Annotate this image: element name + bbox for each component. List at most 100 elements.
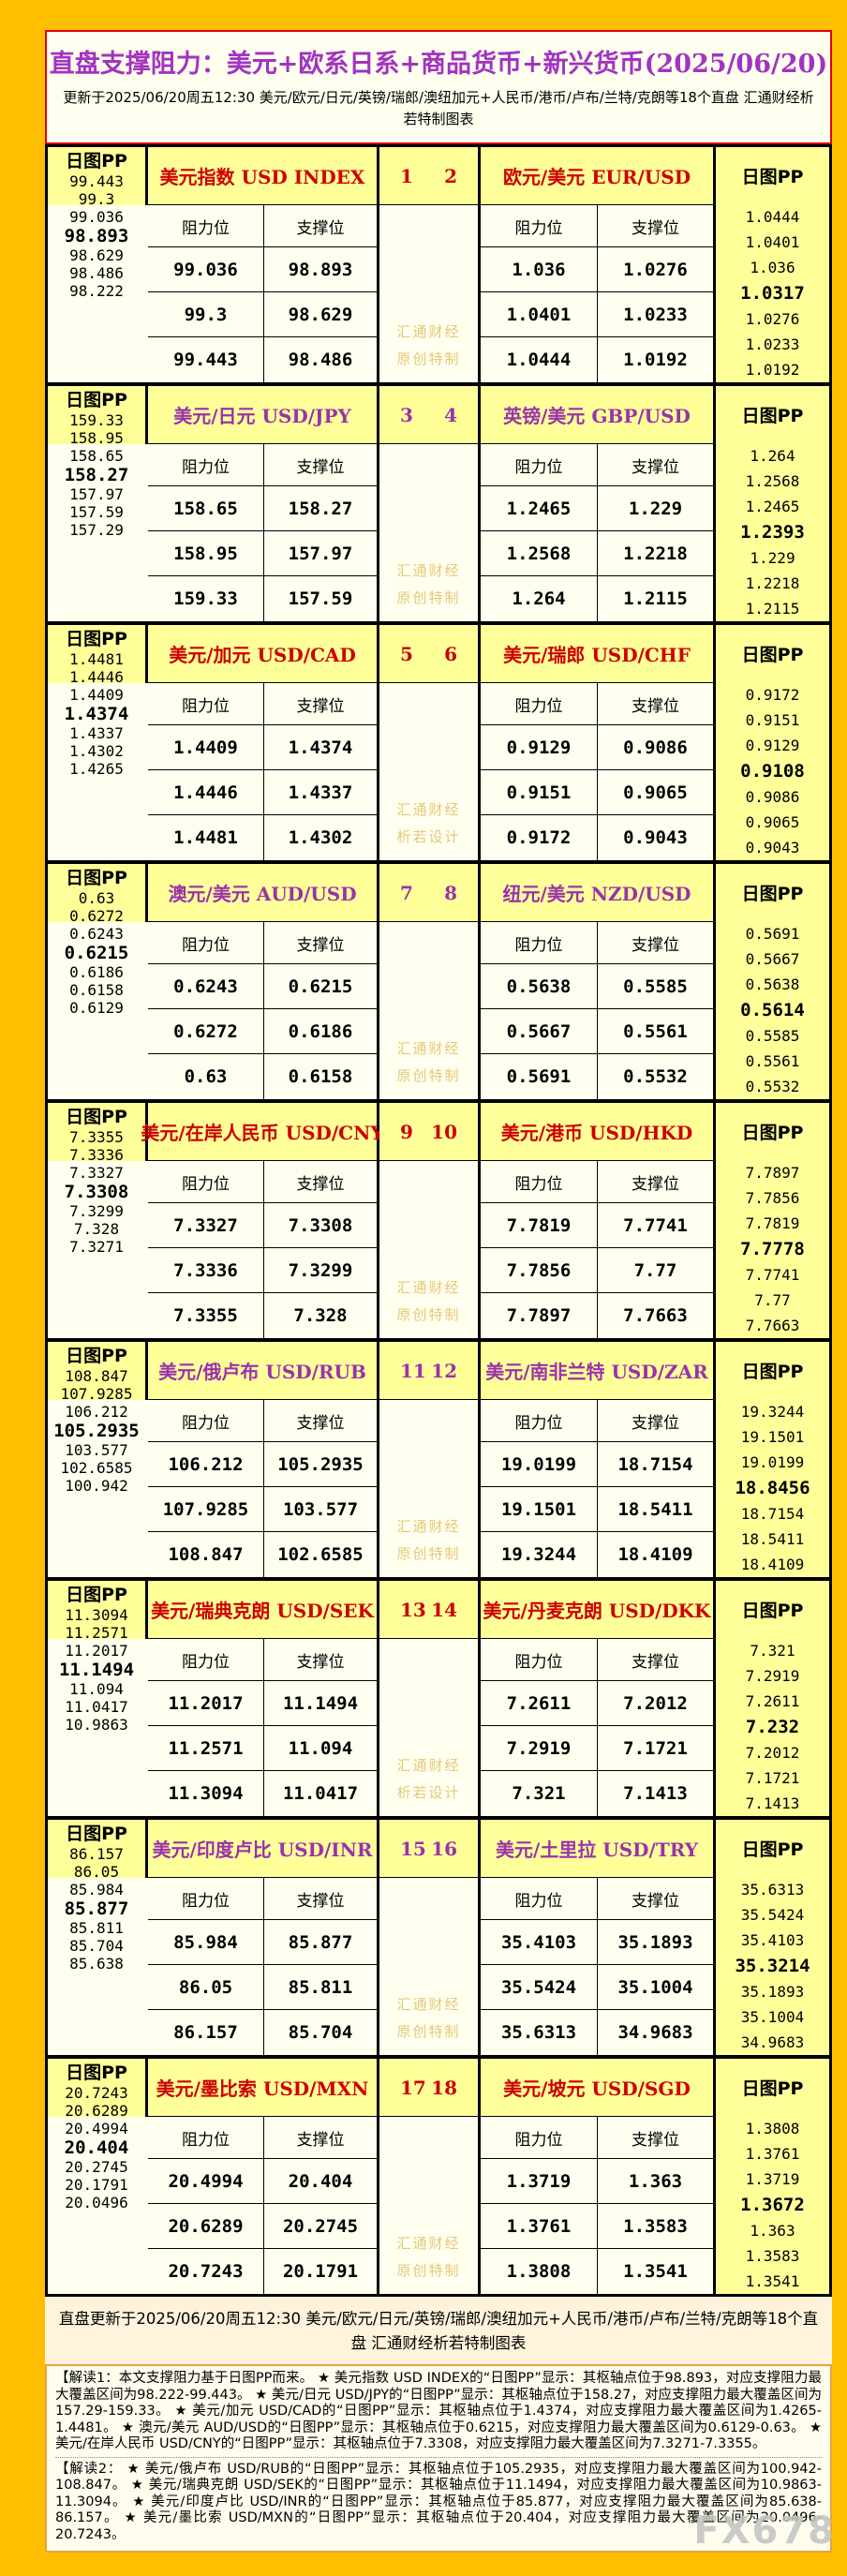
pp-value: 157.29 xyxy=(69,521,124,539)
brand-watermark-line2: 原创特制 xyxy=(396,2022,461,2040)
support-header-left: 支撑位 xyxy=(264,1639,379,1681)
pp-values: 35.6313 35.5424 35.4103 35.3214 35.1893 … xyxy=(716,1877,829,2055)
brand-watermark-line2: 析若设计 xyxy=(396,1783,461,1801)
title-box: 直盘支撑阻力：美元+欧系日系+商品货币+新兴货币(2025/06/20) 更新于… xyxy=(45,30,832,144)
resistance-value: 35.6313 xyxy=(481,2010,598,2055)
resistance-value: 107.9285 xyxy=(148,1487,264,1532)
page-title: 直盘支撑阻力：美元+欧系日系+商品货币+新兴货币(2025/06/20) xyxy=(49,50,828,79)
pair-title-right: 美元/瑞郎 USD/CHF xyxy=(481,625,716,683)
currency-block: 日图PP 86.157 86.05 85.984 85.877 85.811 8… xyxy=(48,1820,829,2059)
brand-watermark-line1: 汇通财经 xyxy=(396,1039,461,1057)
resistance-value: 1.0444 xyxy=(481,337,598,382)
pp-column-right: 日图PP 1.3808 1.3761 1.3719 1.3672 1.363 1… xyxy=(716,2059,829,2294)
pp-column-right: 日图PP 35.6313 35.5424 35.4103 35.3214 35.… xyxy=(716,1820,829,2055)
resistance-value: 0.63 xyxy=(148,1054,264,1099)
note-2: 【解读2： ★ 美元/俄卢布 USD/RUB的“日图PP”显示：其枢轴点位于10… xyxy=(55,2461,822,2542)
support-value: 0.6186 xyxy=(264,1009,379,1054)
pp-label: 日图PP xyxy=(741,884,804,904)
pp-pivot-value: 35.3214 xyxy=(735,1955,810,1976)
support-value: 102.6585 xyxy=(264,1532,379,1577)
support-value: 20.404 xyxy=(264,2159,379,2204)
pp-value: 1.4337 xyxy=(69,724,124,742)
support-value: 1.4302 xyxy=(264,815,379,860)
pp-value: 7.7819 xyxy=(745,1214,800,1233)
resistance-value: 1.036 xyxy=(481,247,598,292)
pair-title-left: 美元/墨比索 USD/MXN xyxy=(148,2059,379,2117)
pp-values: 108.847 107.9285 106.212 105.2935 103.57… xyxy=(48,1367,145,1495)
sequence-number-right: 18 xyxy=(431,2076,457,2099)
pp-value: 7.3299 xyxy=(69,1202,124,1220)
resistance-value: 35.4103 xyxy=(481,1920,598,1965)
resistance-value: 7.7856 xyxy=(481,1248,598,1293)
pp-label: 日图PP xyxy=(741,2078,804,2099)
brand-watermark-line2: 原创特制 xyxy=(396,1066,461,1084)
pp-values: 11.3094 11.2571 11.2017 11.1494 11.094 1… xyxy=(48,1606,145,1734)
support-value: 11.1494 xyxy=(264,1681,379,1726)
sequence-number-right: 10 xyxy=(431,1120,457,1143)
pp-value: 11.0417 xyxy=(65,1698,128,1716)
pair-title-left: 美元/印度卢比 USD/INR xyxy=(148,1820,379,1878)
resistance-header-right: 阻力位 xyxy=(481,1878,598,1920)
pp-pivot-value: 1.0317 xyxy=(740,282,805,304)
pp-values: 1.264 1.2568 1.2465 1.2393 1.229 1.2218 … xyxy=(716,443,829,621)
resistance-value: 7.2611 xyxy=(481,1681,598,1726)
pp-value: 102.6585 xyxy=(60,1459,133,1477)
support-value: 158.27 xyxy=(264,486,379,531)
brand-watermark-line1: 汇通财经 xyxy=(396,561,461,579)
pp-pivot-value: 1.4374 xyxy=(64,704,129,724)
pp-value: 7.3271 xyxy=(69,1238,124,1256)
pp-value: 35.1893 xyxy=(740,1982,805,2001)
support-header-right: 支撑位 xyxy=(598,1400,716,1442)
support-value: 85.877 xyxy=(264,1920,379,1965)
pp-value: 7.2012 xyxy=(745,1743,800,1762)
pp-value: 1.229 xyxy=(750,548,795,567)
pp-value: 0.6186 xyxy=(69,963,124,981)
sequence-number-right: 8 xyxy=(444,881,457,904)
resistance-value: 20.7243 xyxy=(148,2249,264,2294)
pp-value: 7.7897 xyxy=(745,1164,800,1183)
resistance-value: 1.2568 xyxy=(481,531,598,576)
pp-value: 1.4302 xyxy=(69,742,124,760)
pp-value: 35.6313 xyxy=(740,1881,805,1899)
pp-value: 1.4409 xyxy=(69,686,124,704)
support-value: 1.3541 xyxy=(598,2249,716,2294)
support-value: 1.0233 xyxy=(598,292,716,337)
sequence-numbers: 17 18 xyxy=(379,2059,481,2117)
pp-value: 1.2568 xyxy=(745,472,800,491)
pp-column-left: 日图PP 0.63 0.6272 0.6243 0.6215 0.6186 0.… xyxy=(48,864,148,1017)
pp-value: 0.6129 xyxy=(69,999,124,1017)
pp-value: 85.638 xyxy=(69,1955,124,1973)
sequence-numbers: 11 12 xyxy=(379,1342,481,1400)
brand-watermark-line2: 原创特制 xyxy=(396,588,461,606)
support-value: 85.704 xyxy=(264,2010,379,2055)
support-header-right: 支撑位 xyxy=(598,683,716,725)
brand-watermark-line1: 汇通财经 xyxy=(396,1517,461,1535)
support-header-right: 支撑位 xyxy=(598,1878,716,1920)
pp-value: 0.5691 xyxy=(745,925,800,944)
pp-label: 日图PP xyxy=(741,1362,804,1382)
pp-value: 159.33 xyxy=(69,411,124,429)
sequence-number-right: 6 xyxy=(444,642,457,665)
resistance-value: 7.2919 xyxy=(481,1726,598,1771)
pp-value: 1.0233 xyxy=(745,335,800,353)
pp-value: 0.9151 xyxy=(745,711,800,730)
pp-value: 7.328 xyxy=(73,1220,120,1238)
sequence-number-right: 12 xyxy=(431,1359,457,1382)
resistance-value: 0.6272 xyxy=(148,1009,264,1054)
resistance-header-right: 阻力位 xyxy=(481,444,598,486)
pp-values: 0.9172 0.9151 0.9129 0.9108 0.9086 0.906… xyxy=(716,682,829,860)
pp-value: 106.212 xyxy=(65,1403,128,1421)
pp-value: 18.4109 xyxy=(740,1555,805,1573)
pair-title-left: 美元/加元 USD/CAD xyxy=(148,625,379,683)
pp-value: 0.9172 xyxy=(745,686,800,705)
pp-label: 日图PP xyxy=(66,868,127,888)
support-value: 0.6158 xyxy=(264,1054,379,1099)
pp-value: 7.2611 xyxy=(745,1692,800,1711)
resistance-value: 99.036 xyxy=(148,247,264,292)
pp-value: 99.443 xyxy=(69,172,124,190)
pp-value: 1.4446 xyxy=(69,668,124,686)
brand-watermark: 汇通财经 析若设计 xyxy=(379,1639,481,1816)
pair-title-right: 纽元/美元 NZD/USD xyxy=(481,864,716,922)
currency-block: 日图PP 108.847 107.9285 106.212 105.2935 1… xyxy=(48,1342,829,1581)
pp-label: 日图PP xyxy=(66,1585,127,1605)
